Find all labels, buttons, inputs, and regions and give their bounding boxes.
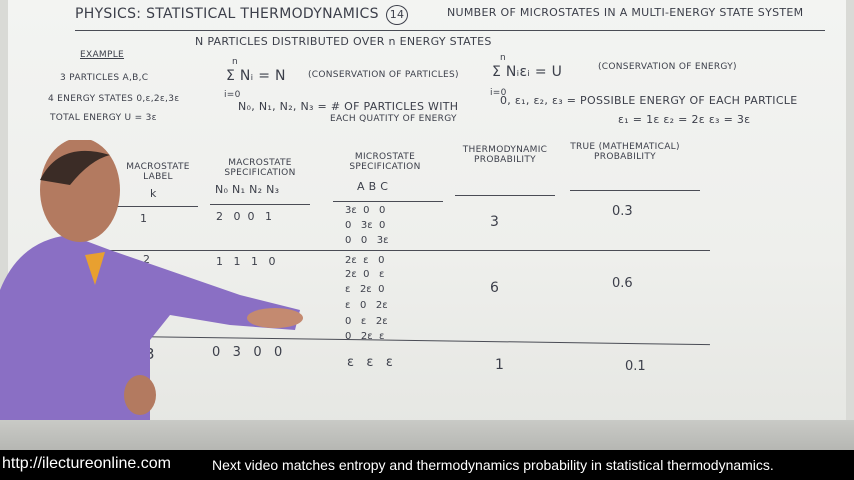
lecturer [0, 140, 303, 450]
row-2-micro-1: 2ε ε 0 [345, 255, 385, 266]
lecturer-hair [40, 150, 110, 185]
row-1-spec: 2 0 0 1 [216, 210, 272, 223]
row-2-micro-2: 2ε 0 ε [345, 269, 385, 280]
n-definition: N₀, N₁, N₂, N₃ = # OF PARTICLES WITH [238, 100, 459, 113]
header-spec-cols: N₀ N₁ N₂ N₃ [215, 183, 280, 196]
row-1-thermo: 3 [490, 214, 499, 230]
title-underline [75, 30, 825, 31]
row-3-true: 0.1 [625, 359, 646, 374]
row-2-thermo: 6 [490, 280, 499, 296]
sum2-lower: i=0 [490, 88, 507, 98]
header-true-prob: TRUE (MATHEMATICAL) PROBABILITY [570, 142, 680, 162]
example-line-2: 4 ENERGY STATES 0,ε,2ε,3ε [48, 94, 180, 104]
row-2-micro-4: ε 0 2ε [345, 300, 388, 311]
caption-message: Next video matches entropy and thermodyn… [212, 457, 774, 473]
sum1-formula: Σ Nᵢ = N [226, 68, 286, 84]
lecturer-hand [247, 308, 303, 328]
example-line-1: 3 PARTICLES A,B,C [60, 73, 149, 83]
row-3-spec: 0 3 0 0 [212, 345, 283, 360]
row-2-micro-3: ε 2ε 0 [345, 284, 385, 295]
intro-heading: N PARTICLES DISTRIBUTED OVER n ENERGY ST… [195, 35, 492, 48]
caption-bar: http://ilectureonline.com Next video mat… [0, 450, 854, 480]
row-2-micro-6: 0 2ε ε [345, 331, 385, 342]
header-k: k [150, 187, 157, 200]
title-left: PHYSICS: STATISTICAL THERMODYNAMICS [75, 6, 379, 22]
row-3-micro-1: ε ε ε [347, 355, 393, 370]
lecturer-left-hand [124, 375, 156, 415]
sum1-upper: n [232, 57, 239, 67]
row-2-true: 0.6 [612, 276, 633, 291]
header-thermo-prob: THERMODYNAMIC PROBABILITY [462, 145, 548, 165]
sum2-upper: n [500, 53, 507, 63]
header-microstate-spec: MICROSTATE SPECIFICATION [349, 152, 421, 172]
n-definition-2: EACH QUATITY OF ENERGY [330, 114, 457, 124]
row-2-k: 2 [143, 253, 150, 266]
example-label: EXAMPLE [80, 50, 125, 60]
marker-tray [0, 420, 854, 450]
header-micro-cols: A B C [357, 180, 389, 193]
row-1-micro-1: 3ε 0 0 [345, 205, 386, 216]
row-2-micro-5: 0 ε 2ε [345, 316, 388, 327]
sum1-lower: i=0 [224, 90, 241, 100]
row-1-micro-2: 0 3ε 0 [345, 220, 386, 231]
header-macrostate-label: MACROSTATE LABEL [126, 162, 190, 182]
energy-values: ε₁ = 1ε ε₂ = 2ε ε₃ = 3ε [618, 113, 751, 126]
header-macrostate-spec: MACROSTATE SPECIFICATION [224, 158, 296, 178]
row-3-thermo: 1 [495, 357, 504, 373]
lecturer-shirt [0, 235, 300, 450]
sum2-note: (CONSERVATION OF ENERGY) [598, 62, 737, 72]
row-2-spec: 1 1 1 0 [216, 255, 276, 268]
title-right: NUMBER OF MICROSTATES IN A MULTI-ENERGY … [447, 6, 804, 19]
example-line-3: TOTAL ENERGY U = 3ε [50, 113, 157, 123]
row-1-micro-3: 0 0 3ε [345, 235, 389, 246]
lesson-number: 14 [386, 5, 408, 25]
sum2-formula: Σ Nᵢεᵢ = U [492, 64, 563, 80]
website-link[interactable]: http://ilectureonline.com [2, 455, 171, 472]
row-1-true: 0.3 [612, 204, 633, 219]
energy-definition: 0, ε₁, ε₂, ε₃ = POSSIBLE ENERGY OF EACH … [500, 94, 798, 107]
row-1-k: 1 [140, 212, 147, 225]
sum1-note: (CONSERVATION OF PARTICLES) [308, 70, 459, 80]
lecturer-tie [85, 252, 105, 285]
